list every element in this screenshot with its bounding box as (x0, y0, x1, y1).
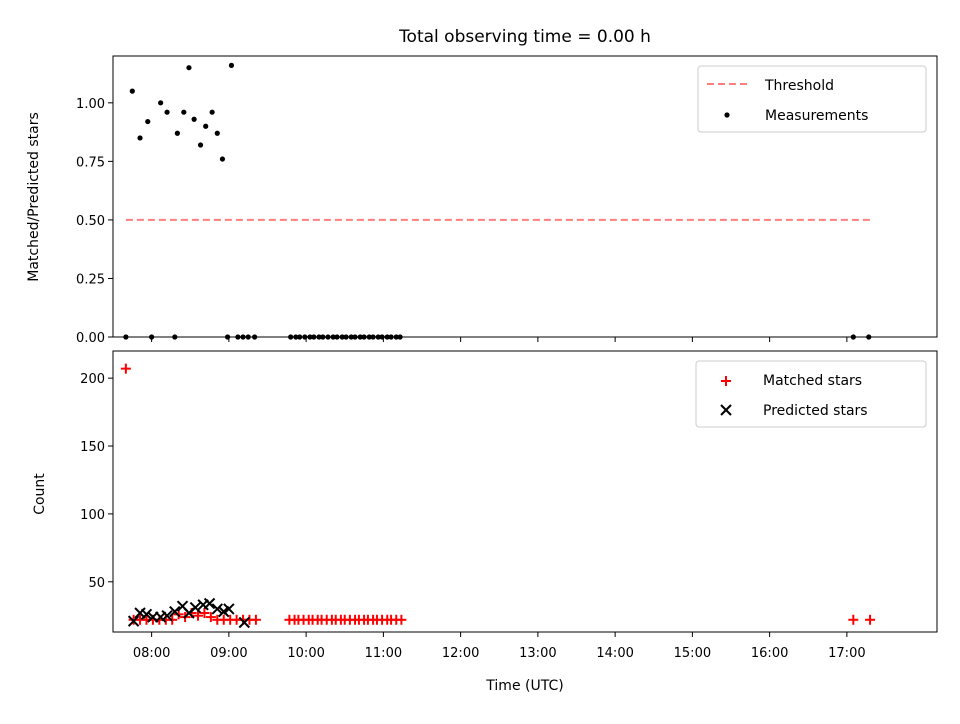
cross-marker-b (203, 597, 216, 610)
measurement-point (209, 109, 215, 115)
cross-marker-b (169, 605, 181, 618)
top-legend: Threshold Measurements (697, 65, 927, 133)
measurement-point (186, 65, 192, 71)
bottom-plot-frame (112, 350, 938, 633)
bottom-x-tick-label: 10:00 (287, 646, 324, 661)
top-y-tick-label: 0.50 (76, 214, 105, 229)
bottom-panel: 50 100 150 200 08:00 09:00 10:00 11:00 12:00 13:0… (80, 350, 938, 661)
bottom-legend-box (695, 360, 927, 428)
matched-star-point (192, 610, 203, 621)
top-y-tick-label: 1.00 (76, 97, 105, 112)
measurement-point (181, 109, 187, 115)
measurement-point (158, 100, 164, 106)
bottom-x-tick-label: 09:00 (210, 646, 247, 661)
cross-marker-b (211, 603, 223, 615)
cross-marker-b (134, 607, 146, 619)
bottom-y-tick-label: 50 (88, 576, 105, 591)
predicted-star-point (223, 603, 235, 615)
predicted-star-point (127, 615, 140, 627)
predicted-star-point (189, 601, 202, 614)
bottom-x-tick-label: 08:00 (133, 646, 170, 661)
x-axis-label: Time (UTC) (485, 678, 563, 694)
measurement-point (145, 118, 151, 125)
top-y-tick-label: 0.00 (76, 331, 105, 346)
matched-star-point (250, 614, 261, 625)
cross-marker-b (176, 600, 189, 612)
matched-star-point (865, 614, 876, 625)
bottom-y-axis-label: Count (32, 473, 48, 515)
measurement-point (219, 156, 226, 162)
legend-threshold-label: Threshold (764, 78, 834, 94)
legend-predicted-label: Predicted stars (763, 403, 868, 419)
chart-title: Total observing time = 0.00 h (398, 27, 651, 47)
measurement-point (137, 135, 143, 141)
cross-marker-b (189, 601, 202, 614)
top-y-axis-label: Matched/Predicted stars (26, 112, 42, 282)
measurement-point (197, 142, 204, 148)
measurement-point (129, 88, 135, 94)
matched-star-point (199, 607, 210, 618)
bottom-x-tick-label: 14:00 (596, 646, 633, 661)
top-plot-frame (112, 55, 938, 338)
cross-marker-b (127, 615, 140, 627)
bottom-x-tick-label: 12:00 (442, 646, 479, 661)
measurement-point (214, 130, 220, 136)
measurement-point (228, 62, 235, 68)
measurement-point (164, 109, 170, 115)
cross-marker-b (238, 616, 251, 629)
predicted-star-point (211, 603, 223, 615)
measurement-point (174, 130, 180, 136)
bottom-x-tick-label: 16:00 (751, 646, 788, 661)
bottom-y-tick-label: 150 (80, 440, 105, 455)
top-y-tick-label: 0.75 (76, 155, 105, 170)
bottom-x-tick-label: 17:00 (828, 646, 865, 661)
cross-marker-b (161, 610, 173, 622)
cross-marker-b (140, 608, 153, 621)
matched-star-point (120, 363, 131, 374)
predicted-star-point (140, 608, 153, 621)
legend-measurements-swatch (724, 112, 730, 118)
legend-predicted-swatch (720, 404, 732, 416)
predicted-star-point (169, 605, 181, 618)
top-legend-box (697, 65, 927, 133)
bottom-y-tick-label: 100 (80, 508, 105, 523)
measurement-point (191, 116, 197, 122)
cross-marker-b (223, 603, 235, 615)
bottom-legend: Matched stars Predicted stars (695, 360, 927, 428)
predicted-star-point (238, 616, 251, 629)
measurement-point (203, 123, 209, 129)
matched-star-point (396, 614, 407, 625)
cross-marker-b (720, 404, 732, 416)
matched-star-point (205, 612, 216, 623)
legend-matched-swatch (721, 376, 731, 386)
legend-measurements-label: Measurements (765, 108, 868, 124)
predicted-star-point (203, 597, 216, 610)
bottom-x-tick-label: 11:00 (365, 646, 402, 661)
predicted-star-point (161, 610, 173, 622)
legend-matched-label: Matched stars (763, 373, 862, 389)
top-y-tick-label: 0.25 (76, 272, 105, 287)
matched-star-point (848, 614, 859, 625)
top-panel: 0.00 0.25 0.50 0.75 1.00 Threshold Measurement… (76, 55, 938, 346)
bottom-x-tick-label: 15:00 (674, 646, 711, 661)
bottom-x-tick-label: 13:00 (519, 646, 556, 661)
bottom-y-tick-label: 200 (80, 372, 105, 387)
